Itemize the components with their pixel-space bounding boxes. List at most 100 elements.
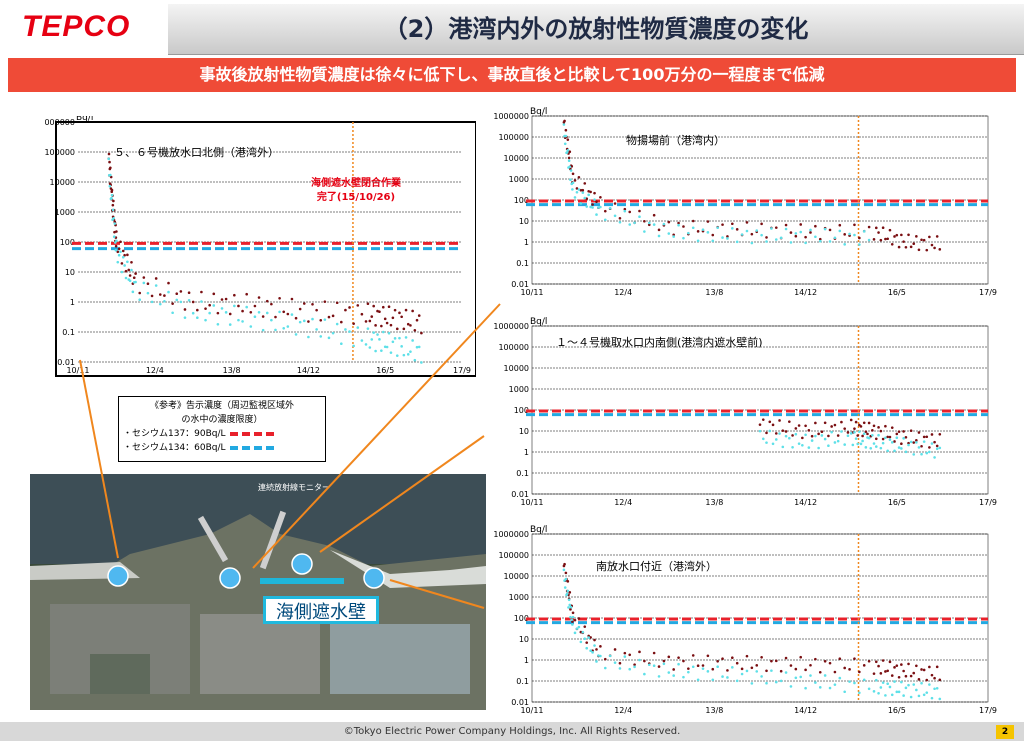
data-point xyxy=(706,231,710,234)
x-tick-label: 12/4 xyxy=(614,288,632,297)
data-point xyxy=(567,159,571,163)
data-point xyxy=(895,432,899,436)
data-point xyxy=(404,336,408,339)
data-point xyxy=(833,670,837,674)
data-point xyxy=(119,240,122,244)
data-point xyxy=(233,293,236,297)
data-point xyxy=(691,665,695,669)
data-point xyxy=(904,245,908,249)
data-point xyxy=(920,668,923,671)
y-tick-label: 0.01 xyxy=(511,490,529,499)
data-point xyxy=(568,150,572,153)
data-point xyxy=(804,235,807,239)
data-point xyxy=(745,229,749,233)
data-point xyxy=(731,666,734,669)
data-point xyxy=(925,451,929,455)
data-point xyxy=(315,328,318,331)
data-point xyxy=(893,680,896,683)
data-point xyxy=(838,676,842,680)
y-tick-label: 0.1 xyxy=(516,259,529,268)
data-point xyxy=(278,296,281,300)
data-point xyxy=(591,206,594,209)
data-point xyxy=(804,668,807,672)
data-point xyxy=(928,235,931,239)
data-point xyxy=(290,313,294,316)
data-point xyxy=(869,446,873,450)
data-point xyxy=(138,291,142,295)
data-point xyxy=(917,678,921,681)
data-point xyxy=(750,232,754,236)
data-point xyxy=(567,606,570,609)
data-point xyxy=(915,664,918,668)
data-point xyxy=(253,304,257,308)
data-point xyxy=(874,660,878,664)
data-point xyxy=(257,311,261,314)
data-point xyxy=(682,225,685,228)
data-point xyxy=(257,296,261,299)
data-point xyxy=(395,327,399,331)
y-tick-label: 10000 xyxy=(504,364,529,373)
data-point xyxy=(344,308,347,312)
data-point xyxy=(372,304,375,308)
data-point xyxy=(677,662,680,666)
data-point xyxy=(711,678,715,682)
data-point xyxy=(731,656,734,660)
data-point xyxy=(804,686,807,690)
data-point xyxy=(585,646,589,650)
data-point xyxy=(774,226,778,229)
data-point xyxy=(109,175,113,179)
data-point xyxy=(564,577,568,581)
x-tick-label: 14/12 xyxy=(794,498,817,507)
data-point xyxy=(378,310,381,313)
x-tick-label: 13/8 xyxy=(223,366,241,375)
data-point xyxy=(861,439,864,443)
data-point xyxy=(789,664,793,667)
data-point xyxy=(935,447,939,451)
data-point xyxy=(874,445,878,448)
data-point xyxy=(809,663,812,667)
data-point xyxy=(828,228,832,232)
data-point xyxy=(114,244,118,248)
data-point xyxy=(662,662,666,666)
annotation-line2: 完了(15/10/26) xyxy=(317,190,395,203)
data-point xyxy=(925,248,929,252)
data-point xyxy=(417,314,421,317)
data-point xyxy=(409,350,412,353)
y-tick-label: 100000 xyxy=(498,551,529,560)
data-point xyxy=(120,262,124,265)
data-point xyxy=(575,187,579,190)
data-point xyxy=(224,311,228,314)
data-point xyxy=(917,446,921,449)
data-point xyxy=(838,657,842,661)
data-point xyxy=(415,318,419,322)
data-point xyxy=(290,297,294,301)
data-point xyxy=(107,157,111,161)
connector-line xyxy=(79,359,119,559)
data-point xyxy=(872,424,876,428)
data-point xyxy=(567,156,571,160)
data-point xyxy=(360,339,364,342)
data-point xyxy=(374,349,377,353)
data-point xyxy=(597,206,600,209)
data-point xyxy=(589,636,592,639)
data-point xyxy=(849,432,853,435)
data-point xyxy=(208,303,211,307)
data-point xyxy=(158,302,162,306)
data-point xyxy=(589,205,592,209)
data-point xyxy=(298,307,302,311)
data-point xyxy=(928,446,931,449)
data-point xyxy=(119,250,122,254)
data-point xyxy=(323,300,327,303)
connector-line xyxy=(252,303,501,569)
data-point xyxy=(853,430,856,434)
data-point xyxy=(171,311,174,315)
data-point xyxy=(858,670,861,674)
data-point xyxy=(628,223,632,226)
data-point xyxy=(840,420,843,424)
data-point xyxy=(158,293,162,296)
data-point xyxy=(817,446,820,450)
data-point xyxy=(179,300,183,304)
data-point xyxy=(691,654,695,657)
data-point xyxy=(286,312,290,316)
data-point xyxy=(735,679,739,683)
